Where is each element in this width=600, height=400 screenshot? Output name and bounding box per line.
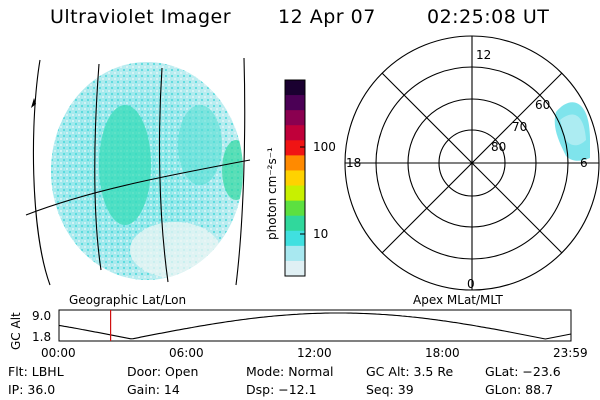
altitude-tick-min: 1.8 [32,330,51,344]
geographic-grid [25,57,251,286]
mlt-label-top: 12 [476,48,491,62]
longitude-line [94,63,102,271]
geographic-panel-label: Geographic Lat/Lon [69,293,187,307]
mlt-label-right: 6 [580,156,588,170]
time-tick-label: 18:00 [425,346,460,360]
status-dsp: Dsp: −12.1 [246,382,317,397]
emission-patch [178,105,222,185]
status-gc-alt: GC Alt: 3.5 Re [366,364,454,379]
colorbar-unit-label: photon cm⁻²s⁻¹ [265,147,279,240]
colorbar-cell [285,170,305,187]
colorbar-cell [285,125,305,141]
time-tick-label: 06:00 [169,346,204,360]
mlat-label-60: 60 [535,98,550,112]
time-tick-label: 23:59 [553,346,588,360]
polar-aurora-core [560,114,586,146]
colorbar-cell [285,185,305,202]
image-date: 12 Apr 07 [278,6,376,28]
longitude-line [32,59,51,286]
emission-bright-band [99,105,151,225]
status-gain: Gain: 14 [127,382,180,397]
colorbar-cell [285,260,305,277]
status-door: Door: Open [127,364,199,379]
status-seq: Seq: 39 [366,382,414,397]
colorbar-cell [285,140,305,156]
altitude-axis-title: GC Alt [9,312,23,350]
time-tick-label: 12:00 [297,346,332,360]
colorbar-cell [285,230,305,247]
image-title: Ultraviolet Imager [50,6,232,28]
colorbar-tick-label: 100 [313,140,336,154]
mlt-diagonal [381,72,563,254]
polar-panel-label: Apex MLat/MLT [413,293,503,307]
colorbar-cell [285,110,305,126]
emission-limb-patch [222,140,243,200]
status-glat: GLat: −23.6 [485,364,561,379]
longitude-line [235,57,246,286]
mlt-label-bottom: 0 [467,277,475,291]
status-glon: GLon: 88.7 [485,382,554,397]
latitude-line [25,159,251,216]
polar-grid [344,35,600,291]
colorbar-cell [285,245,305,262]
altitude-tick-max: 9.0 [32,309,51,323]
altitude-curve [58,312,572,340]
mlat-label-80: 80 [491,140,506,154]
longitude-line [158,67,169,283]
mlat-label-70: 70 [512,120,527,134]
altitude-plot-frame [58,309,572,342]
image-time: 02:25:08 UT [427,6,550,28]
status-filter: Flt: LBHL [8,364,64,379]
grid-marker-icon [31,98,36,108]
mlt-label-left: 18 [346,156,361,170]
colorbar-cell [285,200,305,217]
colorbar-frame [284,79,306,277]
colorbar-cell [285,215,305,232]
colorbar-cell [285,95,305,111]
colorbar-cell [285,155,305,172]
status-mode: Mode: Normal [246,364,334,379]
time-tick-label: 00:00 [41,346,76,360]
colorbar-cell [285,80,305,96]
colorbar-tick-label: 10 [313,227,328,241]
status-ip: IP: 36.0 [8,382,56,397]
